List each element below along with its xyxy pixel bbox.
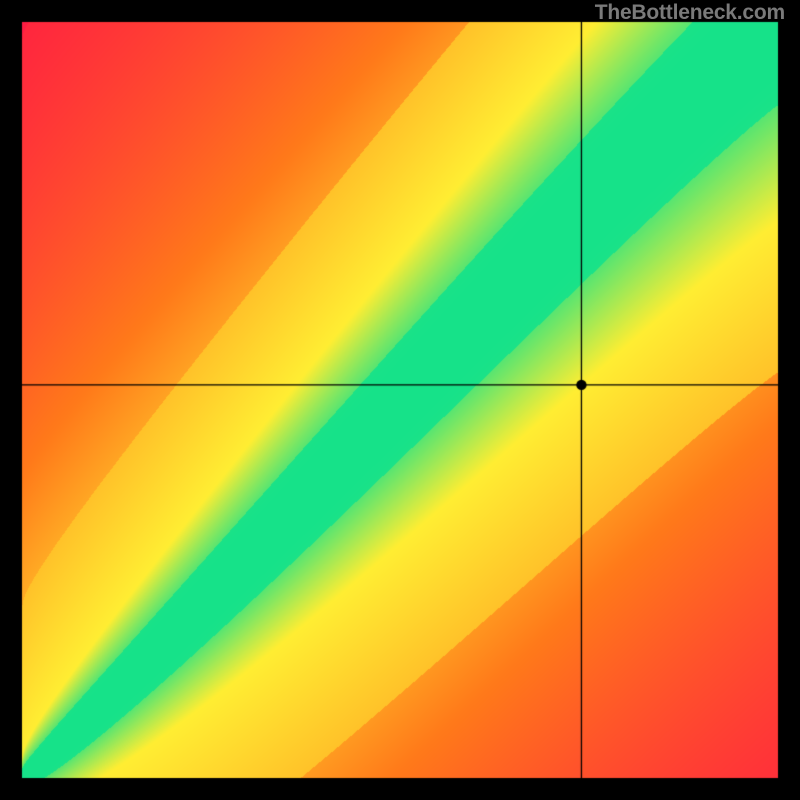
- watermark-text: TheBottleneck.com: [595, 1, 785, 25]
- bottleneck-heatmap: [0, 0, 800, 800]
- chart-container: TheBottleneck.com: [0, 0, 800, 800]
